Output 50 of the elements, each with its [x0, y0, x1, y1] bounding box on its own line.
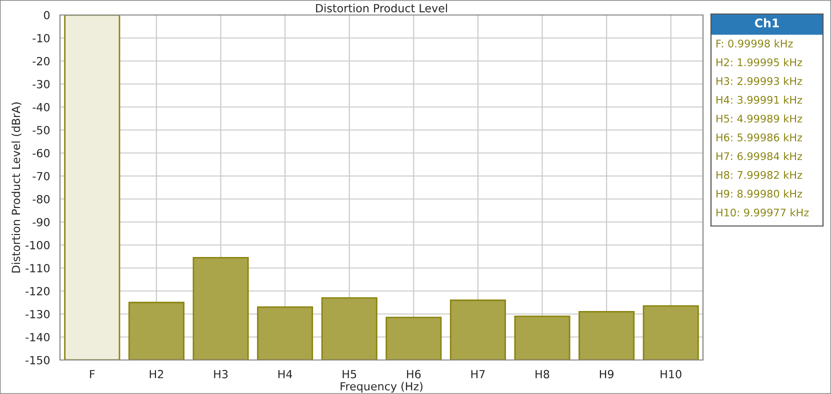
y-tick-label: -100 [26, 240, 50, 250]
bar [192, 256, 249, 360]
x-tick-label: H2 [150, 370, 164, 378]
text: H7: 6.99984 kHz [716, 152, 802, 160]
legend-title: Ch1 [754, 18, 779, 28]
bar [128, 302, 184, 360]
y-tick-label: -150 [26, 356, 50, 364]
text: H8: 7.99982 kHz [716, 170, 802, 179]
bar [257, 306, 314, 360]
y-tick-label: -10 [32, 34, 50, 42]
bar [642, 305, 699, 360]
x-tick-label: H5 [342, 370, 356, 378]
y-tick-label: -140 [26, 332, 50, 342]
text: H5: 4.99989 kHz [716, 114, 802, 123]
text: H3: 2.99993 kHz [716, 76, 802, 86]
bar [450, 300, 506, 360]
text: H4: 3.99991 kHz [716, 96, 802, 104]
y-tick-label: -70 [32, 172, 50, 180]
text: H2: 1.99995 kHz [716, 58, 802, 66]
y-axis-title: Distortion Product Level (dBrA) [12, 102, 22, 272]
bar [578, 311, 635, 360]
bar [386, 316, 442, 360]
text: H6: 5.99986 kHz [716, 133, 802, 142]
x-tick-label: F [90, 370, 95, 378]
text: H9: 8.99980 kHz [716, 190, 802, 198]
bar [64, 15, 120, 360]
x-tick-label: H8 [536, 370, 550, 378]
bar [321, 297, 378, 360]
y-tick-label: -30 [32, 80, 50, 88]
y-tick-label: -50 [32, 126, 50, 134]
y-tick-label: -110 [26, 264, 50, 272]
x-tick-label: H6 [407, 370, 421, 378]
chart-title: Distortion Product Level [316, 4, 447, 12]
text: H10: 9.99977 kHz [716, 208, 809, 216]
y-tick-label: -130 [26, 310, 50, 318]
y-tick-label: -60 [32, 148, 50, 158]
y-tick-label: -120 [26, 286, 50, 296]
y-tick-label: -80 [32, 194, 50, 204]
x-tick-label: H9 [600, 370, 614, 378]
x-tick-label: H7 [471, 370, 485, 378]
x-tick-label: H3 [214, 370, 228, 378]
y-tick-label: 0 [44, 10, 50, 20]
y-tick-label: -40 [32, 102, 50, 112]
x-tick-label: H4 [278, 370, 292, 378]
bar [514, 316, 570, 360]
x-tick-label: H10 [660, 370, 682, 378]
text: F: 0.99998 kHz [716, 39, 793, 48]
y-tick-label: -90 [32, 218, 50, 226]
y-tick-label: -20 [32, 56, 50, 66]
x-axis-title: Frequency (Hz) [340, 382, 422, 393]
